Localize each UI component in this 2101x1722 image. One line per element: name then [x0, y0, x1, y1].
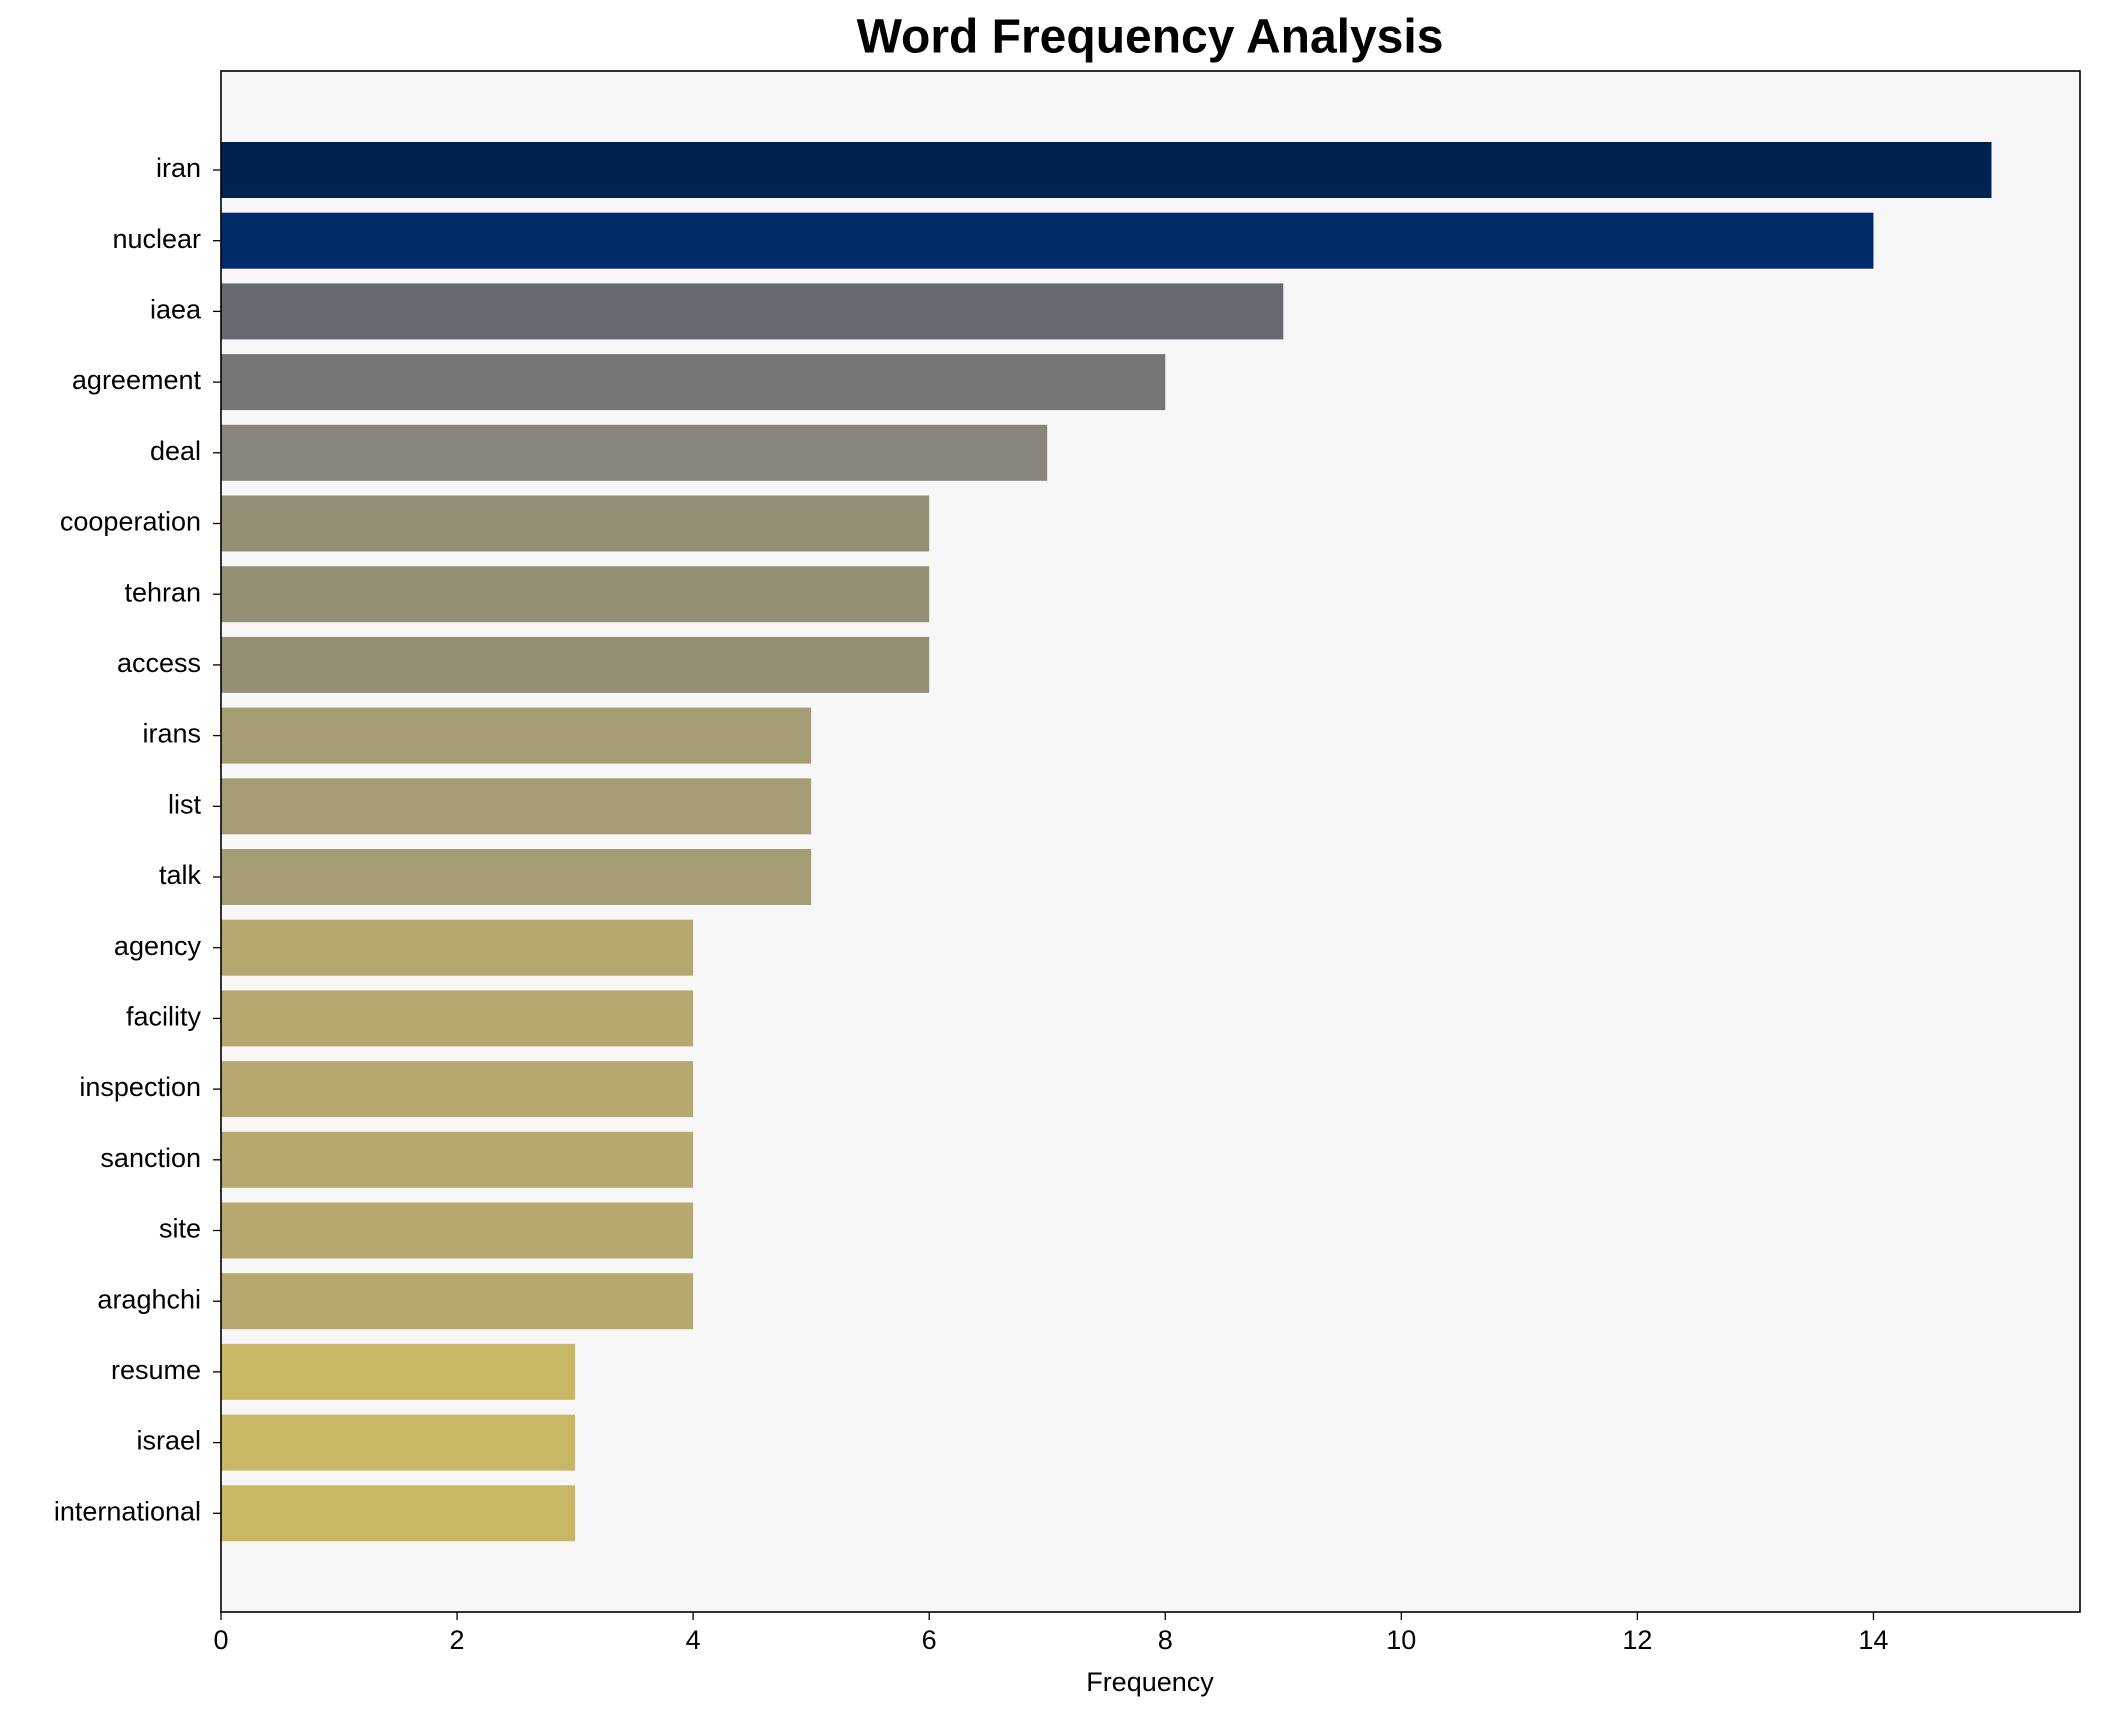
y-tick-label: list	[168, 789, 201, 819]
bar	[221, 1414, 576, 1471]
y-tick-label: agency	[114, 931, 202, 961]
chart-title: Word Frequency Analysis	[857, 11, 1444, 64]
x-axis-label: Frequency	[1086, 1667, 1214, 1697]
x-tick-label: 4	[686, 1625, 701, 1655]
y-tick-label: sanction	[100, 1143, 201, 1173]
bar	[221, 1061, 694, 1118]
bar	[221, 1131, 694, 1188]
y-tick-label: site	[159, 1214, 201, 1244]
y-tick-label: cooperation	[60, 507, 201, 537]
x-tick-label: 14	[1858, 1625, 1888, 1655]
x-tick-label: 0	[213, 1625, 228, 1655]
y-tick-label: araghchi	[97, 1284, 201, 1314]
y-tick-label: iaea	[150, 295, 202, 325]
bar	[221, 707, 812, 764]
y-tick-label: resume	[111, 1355, 201, 1385]
bar	[221, 990, 694, 1047]
y-tick-label: agreement	[72, 365, 202, 395]
x-tick-label: 10	[1386, 1625, 1416, 1655]
y-tick-label: facility	[126, 1002, 202, 1032]
y-tick-label: iran	[156, 153, 201, 183]
x-tick-label: 6	[922, 1625, 937, 1655]
bar	[221, 919, 694, 976]
y-tick-label: tehran	[124, 577, 201, 607]
x-tick-label: 2	[450, 1625, 465, 1655]
bar	[221, 212, 1874, 269]
bar	[221, 778, 812, 835]
bar	[221, 354, 1166, 411]
bar	[221, 424, 1048, 481]
bar	[221, 1485, 576, 1542]
bar	[221, 849, 812, 905]
y-tick-label: deal	[150, 436, 201, 466]
y-tick-label: access	[117, 648, 201, 678]
y-tick-label: international	[54, 1496, 201, 1526]
x-tick-label: 12	[1622, 1625, 1652, 1655]
y-tick-label: talk	[159, 860, 202, 890]
bar	[221, 1273, 694, 1330]
y-tick-label: inspection	[79, 1072, 201, 1102]
bar	[221, 1343, 576, 1400]
bar	[221, 566, 930, 623]
x-tick-label: 8	[1158, 1625, 1173, 1655]
bar	[221, 283, 1284, 340]
y-tick-label: irans	[142, 719, 201, 749]
bar	[221, 1202, 694, 1259]
bar	[221, 142, 1992, 198]
y-tick-label: israel	[136, 1426, 201, 1456]
plot-frame	[220, 70, 2081, 1613]
bar	[221, 636, 930, 693]
bar	[221, 495, 930, 552]
y-tick-label: nuclear	[112, 224, 201, 254]
